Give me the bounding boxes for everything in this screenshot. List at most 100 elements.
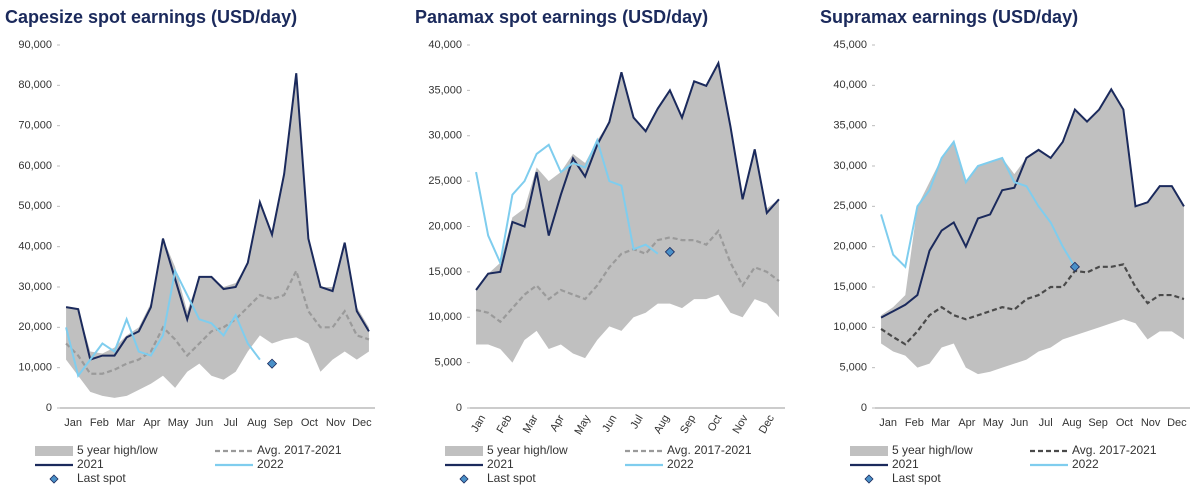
y-tick-label: 50,000	[18, 200, 52, 212]
legend-label: Avg. 2017-2021	[667, 443, 752, 457]
x-tick-label: May	[168, 417, 189, 429]
y-tick-label: 25,000	[428, 175, 462, 187]
series-line	[880, 139, 1076, 269]
series-line	[880, 87, 1185, 319]
x-tick-label: Feb	[905, 417, 924, 429]
legend-label: Avg. 2017-2021	[257, 443, 342, 457]
y-tick-label: 20,000	[18, 321, 52, 333]
y-tick-label: 30,000	[18, 281, 52, 293]
x-tick-label: Jan	[64, 417, 82, 429]
legend-swatch	[864, 474, 874, 484]
x-tick-label: May	[572, 413, 593, 437]
x-tick-label: Feb	[90, 417, 109, 429]
x-tick-label: Jul	[224, 417, 238, 429]
y-tick-label: 80,000	[18, 79, 52, 91]
legend-label: 2021	[487, 457, 514, 471]
y-tick-label: 0	[861, 402, 867, 414]
x-tick-label: Jun	[196, 417, 214, 429]
x-tick-label: Sep	[1088, 417, 1108, 429]
x-tick-label: Sep	[273, 417, 293, 429]
y-tick-label: 15,000	[833, 281, 867, 293]
y-tick-label: 0	[46, 402, 52, 414]
x-tick-label: Aug	[652, 413, 672, 436]
x-tick-label: Aug	[247, 417, 267, 429]
legend-label: 2021	[892, 457, 919, 471]
legend-swatch	[49, 474, 59, 484]
legend-label: 2022	[257, 457, 284, 471]
x-tick-label: Apr	[548, 413, 567, 434]
x-tick-label: Mar	[116, 417, 135, 429]
y-tick-label: 25,000	[833, 200, 867, 212]
x-tick-label: Jun	[600, 413, 619, 434]
legend-label: 5 year high/low	[77, 443, 158, 457]
y-tick-label: 90,000	[18, 39, 52, 51]
y-tick-label: 5,000	[839, 362, 867, 374]
y-tick-label: 35,000	[833, 120, 867, 132]
legend-swatch	[445, 446, 483, 456]
x-tick-label: Jan	[469, 413, 488, 434]
x-tick-label: May	[983, 417, 1004, 429]
y-tick-label: 20,000	[428, 220, 462, 232]
x-tick-label: Oct	[1116, 417, 1133, 429]
chart-title: Panamax spot earnings (USD/day)	[415, 7, 708, 27]
y-tick-label: 70,000	[18, 120, 52, 132]
high-low-band	[66, 73, 369, 398]
y-tick-label: 40,000	[833, 79, 867, 91]
chart-title: Supramax earnings (USD/day)	[820, 7, 1078, 27]
x-tick-label: Mar	[931, 417, 950, 429]
y-tick-label: 5,000	[434, 357, 462, 369]
last-spot-marker	[1069, 261, 1080, 272]
series-line	[880, 263, 1185, 346]
x-tick-label: Jul	[628, 413, 645, 431]
legend-swatch	[850, 446, 888, 456]
legend-label: Last spot	[487, 471, 536, 485]
last-spot-marker	[664, 246, 675, 257]
x-tick-label: Aug	[1062, 417, 1082, 429]
y-tick-label: 60,000	[18, 160, 52, 172]
series-line	[475, 137, 659, 267]
last-spot-marker	[266, 358, 278, 369]
legend-label: Last spot	[77, 471, 126, 485]
legend-label: 2022	[667, 457, 694, 471]
y-tick-label: 45,000	[833, 39, 867, 51]
y-tick-label: 10,000	[833, 321, 867, 333]
x-tick-label: Oct	[706, 413, 725, 434]
legend-label: 2022	[1072, 457, 1099, 471]
legend-label: 5 year high/low	[892, 443, 973, 457]
x-tick-label: Nov	[731, 413, 751, 436]
x-tick-label: Apr	[958, 417, 975, 429]
x-tick-label: Dec	[352, 417, 372, 429]
legend-label: 2021	[77, 457, 104, 471]
series-line	[475, 228, 780, 324]
x-tick-label: Oct	[301, 417, 318, 429]
series-line	[65, 267, 261, 379]
x-tick-label: Feb	[495, 413, 515, 435]
legend-swatch	[459, 474, 469, 484]
x-tick-label: Jun	[1011, 417, 1029, 429]
x-tick-label: Jul	[1039, 417, 1053, 429]
y-tick-label: 30,000	[833, 160, 867, 172]
series-line	[65, 73, 370, 361]
x-tick-label: Jan	[879, 417, 897, 429]
y-tick-label: 15,000	[428, 266, 462, 278]
y-tick-label: 10,000	[428, 311, 462, 323]
x-tick-label: Nov	[1141, 417, 1161, 429]
y-tick-label: 40,000	[428, 39, 462, 51]
high-low-band	[881, 89, 1184, 375]
y-tick-label: 0	[456, 402, 462, 414]
y-tick-label: 40,000	[18, 241, 52, 253]
x-tick-label: Nov	[326, 417, 346, 429]
x-tick-label: Dec	[757, 413, 777, 436]
x-tick-label: Dec	[1167, 417, 1187, 429]
legend-label: Last spot	[892, 471, 941, 485]
x-tick-label: Apr	[143, 417, 160, 429]
legend-label: Avg. 2017-2021	[1072, 443, 1157, 457]
series-line	[475, 60, 780, 291]
y-tick-label: 20,000	[833, 241, 867, 253]
chart-title: Capesize spot earnings (USD/day)	[5, 7, 297, 27]
x-tick-label: Mar	[521, 413, 541, 436]
x-tick-label: Sep	[678, 413, 698, 436]
y-tick-label: 10,000	[18, 362, 52, 374]
legend-swatch	[35, 446, 73, 456]
